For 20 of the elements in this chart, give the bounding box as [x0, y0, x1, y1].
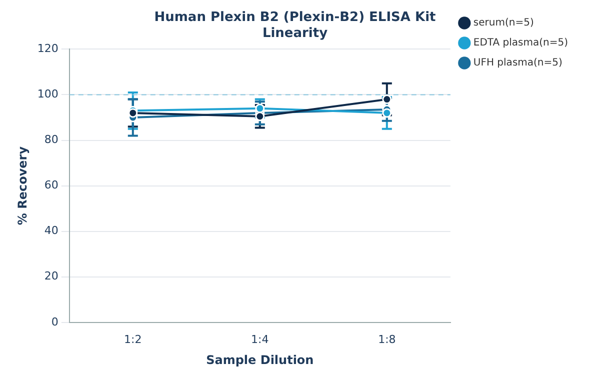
point [382, 94, 392, 104]
y-tick-label: 0 [51, 315, 58, 328]
x-tick-label: 1:4 [251, 332, 269, 346]
legend-label: EDTA plasma(n=5) [473, 38, 568, 49]
x-axis-title: Sample Dilution [206, 352, 314, 367]
y-tick-label: 80 [44, 133, 58, 146]
y-tick-label: 40 [44, 224, 58, 238]
point [128, 108, 138, 118]
y-axis-title: % Recovery [15, 146, 30, 226]
x-tick-label: 1:8 [378, 332, 396, 346]
chart-title: Human Plexin B2 (Plexin-B2) ELISA Kit [154, 10, 436, 26]
x-tick-label: 1:2 [124, 332, 142, 346]
chart-subtitle: Linearity [262, 26, 328, 41]
legend-label: serum(n=5) [473, 18, 534, 29]
legend-label: UFH plasma(n=5) [473, 58, 562, 69]
y-tick-label: 20 [44, 270, 58, 283]
y-tick-label: 100 [37, 88, 58, 101]
point [382, 108, 392, 118]
y-tick-label: 60 [44, 178, 58, 192]
y-tick-label: 120 [37, 42, 58, 56]
